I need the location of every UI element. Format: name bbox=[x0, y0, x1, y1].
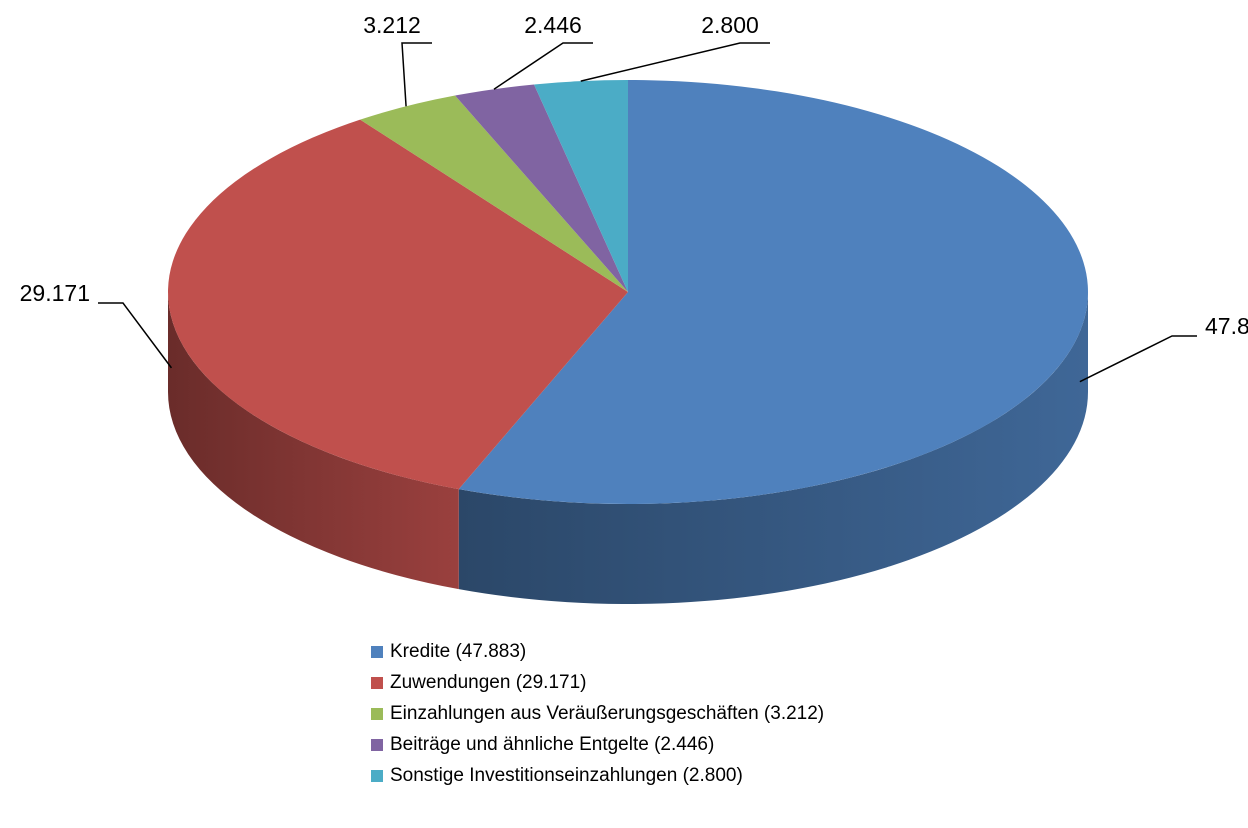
pie-tops bbox=[167, 80, 1088, 504]
legend-label: Sonstige Investitionseinzahlungen (2.800… bbox=[390, 765, 743, 786]
legend-swatch bbox=[371, 646, 383, 658]
leader-line bbox=[493, 42, 593, 90]
value-label: 47.883 bbox=[1205, 313, 1248, 339]
value-labels: 47.883 29.171 3.212 2.446 2.800 bbox=[20, 12, 1248, 383]
legend-swatch bbox=[371, 708, 383, 720]
slice-side bbox=[168, 292, 459, 590]
legend-label: Einzahlungen aus Veräußerungsgeschäften … bbox=[390, 703, 824, 724]
leader-line bbox=[1079, 335, 1197, 383]
slice bbox=[534, 80, 628, 292]
value-label: 3.212 bbox=[363, 12, 421, 38]
legend-label: Zuwendungen (29.171) bbox=[390, 672, 586, 693]
value-label: 29.171 bbox=[20, 280, 90, 306]
pie-sides bbox=[168, 292, 1088, 604]
slice bbox=[455, 84, 628, 292]
legend-swatch bbox=[371, 739, 383, 751]
legend-swatch bbox=[371, 770, 383, 782]
legend-swatch bbox=[371, 677, 383, 689]
value-label: 2.446 bbox=[524, 12, 582, 38]
slice bbox=[360, 95, 628, 292]
legend-label: Kredite (47.883) bbox=[390, 641, 526, 662]
legend-label: Beiträge und ähnliche Entgelte (2.446) bbox=[390, 734, 714, 755]
slice bbox=[167, 119, 628, 490]
slice bbox=[458, 80, 1088, 504]
slice-side bbox=[458, 292, 1088, 604]
leader-line bbox=[580, 42, 770, 82]
value-label: 2.800 bbox=[701, 12, 759, 38]
leader-line bbox=[98, 302, 173, 369]
leader-line bbox=[401, 42, 432, 107]
legend: Kredite (47.883) Zuwendungen (29.171) Einz… bbox=[371, 641, 824, 786]
